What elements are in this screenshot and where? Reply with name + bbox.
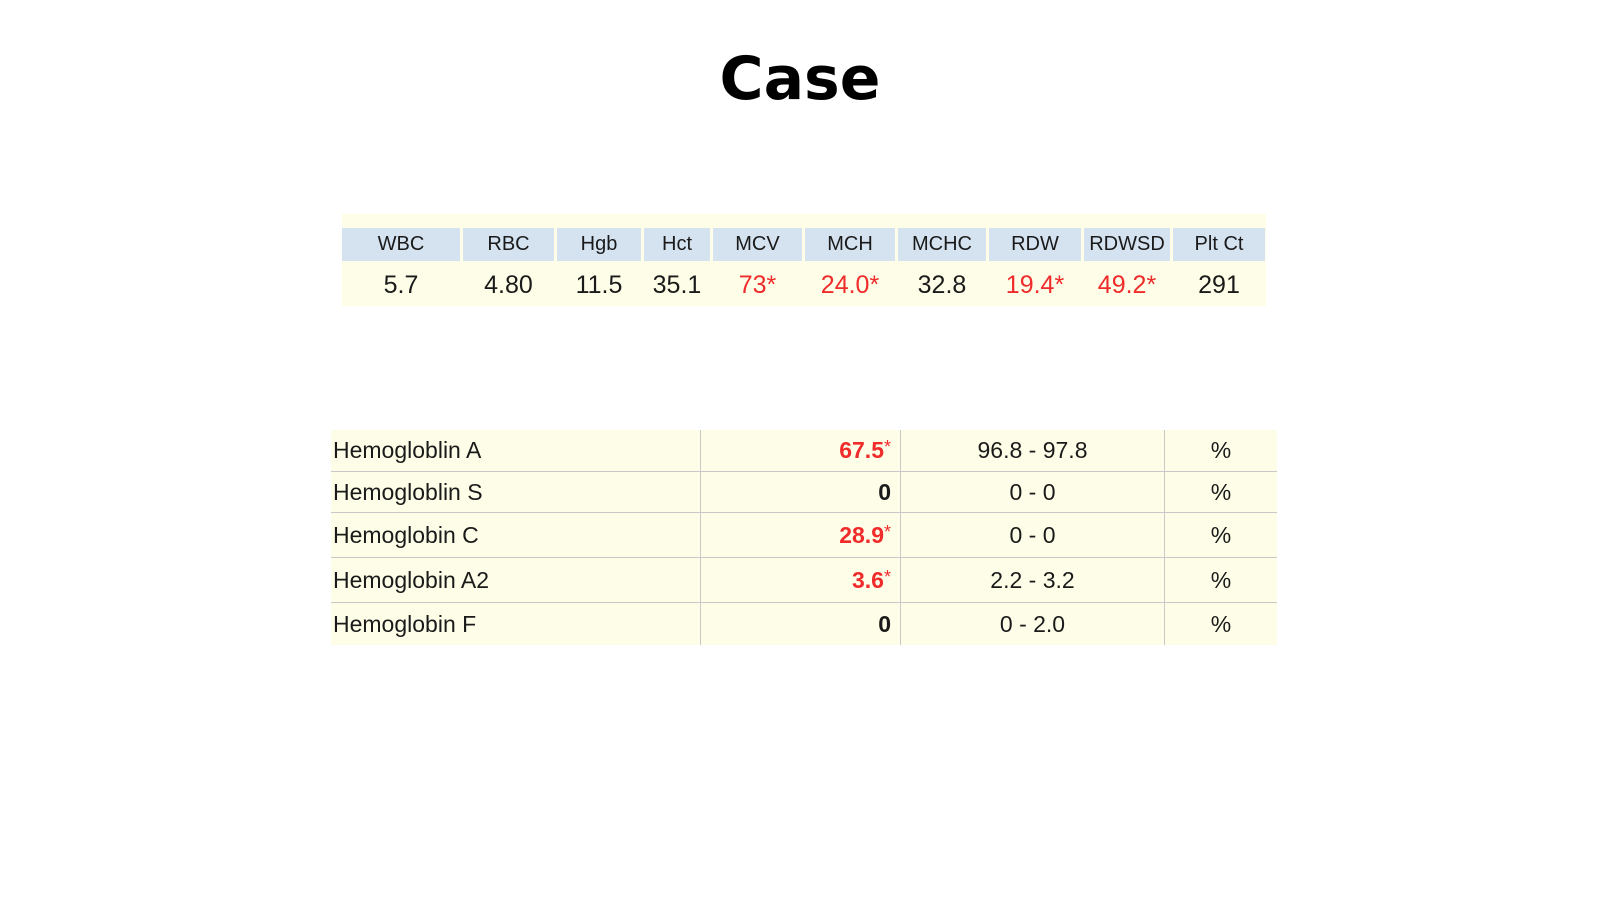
cbc-header-mchc: MCHC [898, 228, 986, 261]
cbc-value-hgb: 11.5 [575, 271, 623, 299]
hb-unit: % [1210, 437, 1232, 463]
hb-reference-range: 0 - 0 [901, 513, 1165, 557]
hb-name: Hemogloblin S [331, 472, 701, 512]
hb-name: Hemoglobin A2 [331, 558, 701, 602]
table-row: Hemogloblin S 0 0 - 0 % [331, 472, 1277, 513]
cbc-value-mchc: 32.8 [917, 271, 967, 299]
hb-reference-range: 96.8 - 97.8 [901, 430, 1165, 471]
hb-value: 67.5 * [701, 430, 901, 471]
hemoglobin-table: Hemogloblin A 67.5 * 96.8 - 97.8 % Hemogl… [331, 430, 1277, 645]
hb-unit: % [1210, 566, 1232, 593]
hb-unit: % [1210, 478, 1232, 505]
hb-unit: % [1210, 521, 1232, 548]
hb-value-number: 67.5 [839, 437, 884, 463]
table-row: Hemoglobin F 0 0 - 2.0 % [331, 603, 1277, 645]
hb-reference-range: 2.2 - 3.2 [901, 558, 1165, 602]
table-row: Hemoglobin A2 3.6 * 2.2 - 3.2 % [331, 558, 1277, 603]
hb-flag: * [883, 566, 891, 587]
hb-value: 28.9 * [701, 513, 901, 557]
hb-name: Hemoglobin F [331, 603, 701, 645]
cbc-value-hct: 35.1 [652, 271, 702, 299]
cbc-value-mch: 24.0* [820, 271, 880, 299]
cbc-header-plt-ct: Plt Ct [1173, 228, 1265, 261]
hb-value-number: 28.9 [839, 521, 884, 548]
cbc-header-wbc: WBC [342, 228, 460, 261]
page-title: Case [719, 44, 881, 114]
hb-value-number: 0 [878, 478, 891, 505]
hb-flag: * [883, 437, 891, 457]
cbc-value-wbc: 5.7 [383, 271, 419, 299]
cbc-header-mch: MCH [805, 228, 895, 261]
hb-value-number: 0 [878, 610, 891, 637]
hb-value: 3.6 * [701, 558, 901, 602]
hb-name: Hemogloblin A [331, 430, 701, 471]
cbc-header-hct: Hct [644, 228, 710, 261]
cbc-header-rdw: RDW [989, 228, 1081, 261]
cbc-header-rdwsd: RDWSD [1084, 228, 1170, 261]
cbc-value-rdw: 19.4* [1005, 271, 1065, 299]
hb-value: 0 [701, 472, 901, 512]
cbc-value-mcv: 73* [738, 271, 777, 299]
cbc-value-rdwsd: 49.2* [1097, 271, 1157, 299]
hb-reference-range: 0 - 2.0 [901, 603, 1165, 645]
hb-reference-range: 0 - 0 [901, 472, 1165, 512]
cbc-header-mcv: MCV [713, 228, 802, 261]
hb-value: 0 [701, 603, 901, 645]
table-row: Hemoglobin C 28.9 * 0 - 0 % [331, 513, 1277, 558]
cbc-header-hgb: Hgb [557, 228, 641, 261]
table-row: Hemogloblin A 67.5 * 96.8 - 97.8 % [331, 430, 1277, 472]
cbc-value-plt-ct: 291 [1198, 271, 1240, 299]
cbc-value-row: 5.7 4.80 11.5 35.1 73* 24.0* 32.8 19.4* … [342, 268, 1268, 302]
hb-unit: % [1210, 610, 1232, 637]
cbc-value-rbc: 4.80 [484, 271, 533, 299]
hb-value-number: 3.6 [852, 566, 884, 593]
cbc-table: WBC RBC Hgb Hct MCV MCH MCHC RDW RDWSD P… [342, 214, 1266, 306]
hb-name: Hemoglobin C [331, 513, 701, 557]
cbc-header-rbc: RBC [463, 228, 554, 261]
cbc-header-row: WBC RBC Hgb Hct MCV MCH MCHC RDW RDWSD P… [342, 228, 1268, 261]
hb-flag: * [883, 521, 891, 542]
